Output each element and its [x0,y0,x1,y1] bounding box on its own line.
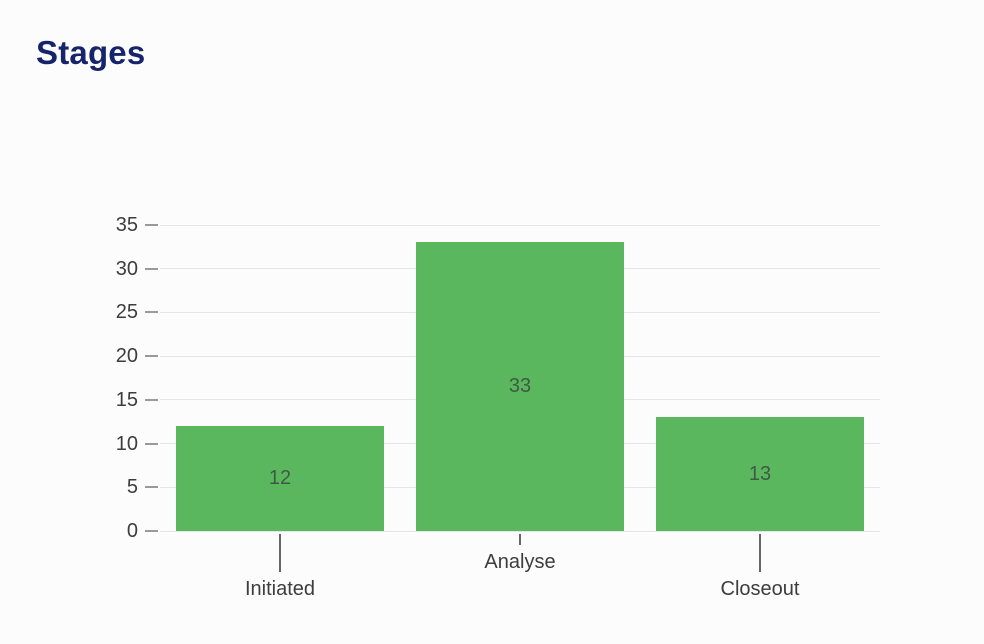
y-axis-label: 0 [126,520,138,542]
y-axis-label: 35 [115,214,138,236]
x-axis-leader-line [519,534,521,545]
y-axis-label: 15 [115,388,138,411]
bar-closeout[interactable]: 13 [656,417,864,531]
x-axis-leader-line [759,534,761,572]
y-axis-label: 25 [115,301,138,324]
y-axis-tick [145,267,158,270]
y-axis-tick [145,355,158,358]
x-axis-label-analyse: Analyse [484,551,556,573]
page-title: Stages [36,34,146,71]
bar-initiated[interactable]: 12 [176,426,384,531]
gridline [160,224,880,226]
y-axis-tick [145,311,158,314]
y-axis-label: 5 [126,476,138,499]
x-axis-label-closeout: Closeout [720,578,800,600]
y-axis-label: 10 [115,432,138,455]
bar-value-label: 12 [268,467,292,490]
y-axis-label: 30 [115,257,138,280]
x-axis-label-initiated: Initiated [244,578,316,600]
bar-analyse[interactable]: 33 [416,242,624,531]
y-axis-tick [145,530,158,532]
gridline [160,530,880,532]
y-axis-tick [145,442,158,445]
y-axis-tick [145,486,158,489]
bar-value-label: 33 [508,375,532,398]
y-axis-tick [145,398,158,401]
y-axis-label: 20 [115,345,138,368]
x-axis-leader-line [279,534,281,572]
y-axis-tick [145,224,158,226]
bar-value-label: 13 [748,462,772,485]
